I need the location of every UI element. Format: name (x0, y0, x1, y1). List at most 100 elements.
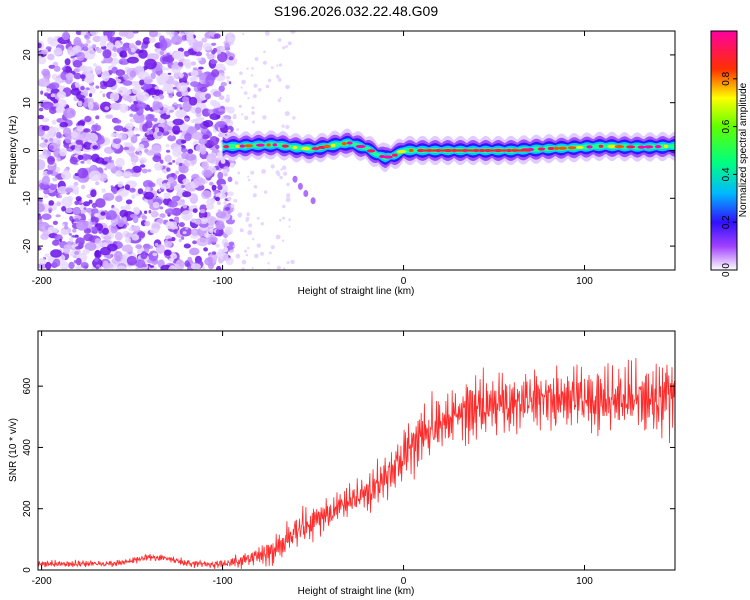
noise-dot (241, 79, 246, 85)
noise-dot (248, 223, 253, 228)
noise-blob (71, 84, 76, 89)
noise-dot (277, 98, 281, 103)
noise-blob (213, 33, 221, 39)
noise-blob (124, 31, 135, 39)
signal-peak (607, 144, 617, 148)
noise-blob (69, 156, 78, 165)
noise-blob (140, 251, 148, 260)
noise-blob (41, 226, 46, 230)
noise-dot (253, 253, 259, 259)
noise-blob (154, 86, 160, 90)
noise-blob (181, 35, 187, 41)
noise-dot (240, 86, 243, 89)
noise-blob (141, 263, 147, 268)
noise-blob (75, 196, 82, 202)
noise-dot (237, 212, 243, 218)
noise-blob (88, 170, 102, 181)
noise-dot (237, 171, 241, 175)
noise-blob (60, 261, 69, 270)
heatmap-ytick-label: -10 (22, 191, 33, 206)
noise-blob (133, 100, 139, 105)
noise-blob (126, 56, 139, 64)
noise-blob (74, 143, 83, 152)
noise-blob (47, 129, 55, 137)
noise-blob (101, 161, 108, 165)
snr-xtick-label: 100 (576, 576, 593, 587)
noise-blob (205, 238, 209, 242)
noise-blob (81, 153, 90, 161)
noise-blob (178, 238, 182, 243)
noise-dot (256, 243, 261, 248)
snr-xlabel: Height of straight line (km) (298, 586, 415, 597)
noise-dot (270, 245, 275, 250)
noise-blob (75, 265, 83, 270)
noise-blob (217, 133, 224, 138)
noise-blob (224, 42, 230, 51)
noise-blob (81, 184, 86, 190)
noise-blob (131, 86, 141, 95)
noise-blob (177, 61, 184, 67)
noise-blob (86, 159, 92, 165)
noise-blob (162, 169, 168, 174)
noise-blob (77, 120, 86, 127)
noise-blob (59, 148, 68, 157)
noise-blob (83, 201, 90, 207)
noise-blob (159, 159, 164, 164)
noise-blob (77, 154, 84, 161)
noise-blob (115, 157, 125, 168)
noise-blob (136, 91, 150, 102)
noise-blob (156, 131, 162, 137)
noise-blob (99, 41, 107, 47)
faint-trace-point (303, 190, 309, 197)
snr-axes: -200 -100 0 100 0 200 400 600 (22, 331, 675, 587)
noise-blob (73, 189, 79, 195)
noise-dot (277, 38, 282, 42)
noise-dot (286, 261, 290, 265)
noise-blob (138, 75, 144, 80)
noise-blob (190, 81, 200, 87)
noise-blob (57, 186, 69, 195)
noise-dot (267, 262, 270, 265)
noise-blob (109, 102, 123, 111)
faint-trace-point (310, 197, 316, 205)
noise-blob (65, 72, 74, 81)
noise-dot (221, 116, 225, 120)
noise-blob (192, 131, 203, 140)
noise-blob (113, 138, 122, 145)
noise-blob (141, 168, 148, 174)
noise-blob (115, 119, 122, 124)
noise-blob (80, 262, 89, 269)
noise-blob (49, 184, 57, 191)
noise-blob (192, 208, 198, 214)
noise-blob (175, 109, 186, 119)
noise-blob (212, 47, 218, 53)
noise-blob (181, 184, 186, 189)
noise-dot (269, 251, 272, 255)
signal-peak (292, 146, 298, 150)
noise-blob (65, 207, 73, 213)
noise-blob (55, 214, 61, 218)
noise-blob (135, 134, 140, 137)
noise-blob (178, 222, 185, 228)
noise-dot (231, 218, 234, 221)
noise-blob (227, 191, 234, 197)
signal-peak (663, 144, 669, 148)
noise-blob (46, 87, 51, 92)
noise-blob (126, 255, 137, 266)
noise-dot (260, 222, 264, 226)
noise-blob (133, 112, 145, 124)
noise-blob (46, 170, 52, 175)
noise-blob (144, 58, 157, 70)
noise-blob (136, 102, 147, 109)
noise-dot (282, 216, 286, 220)
noise-blob (86, 72, 94, 79)
noise-dot (279, 96, 282, 100)
noise-blob (201, 190, 212, 200)
noise-blob (205, 74, 215, 87)
noise-blob (190, 61, 197, 66)
noise-blob (113, 48, 117, 53)
noise-blob (168, 200, 178, 208)
noise-dot (288, 225, 291, 228)
noise-blob (131, 234, 140, 241)
noise-blob (90, 212, 95, 217)
